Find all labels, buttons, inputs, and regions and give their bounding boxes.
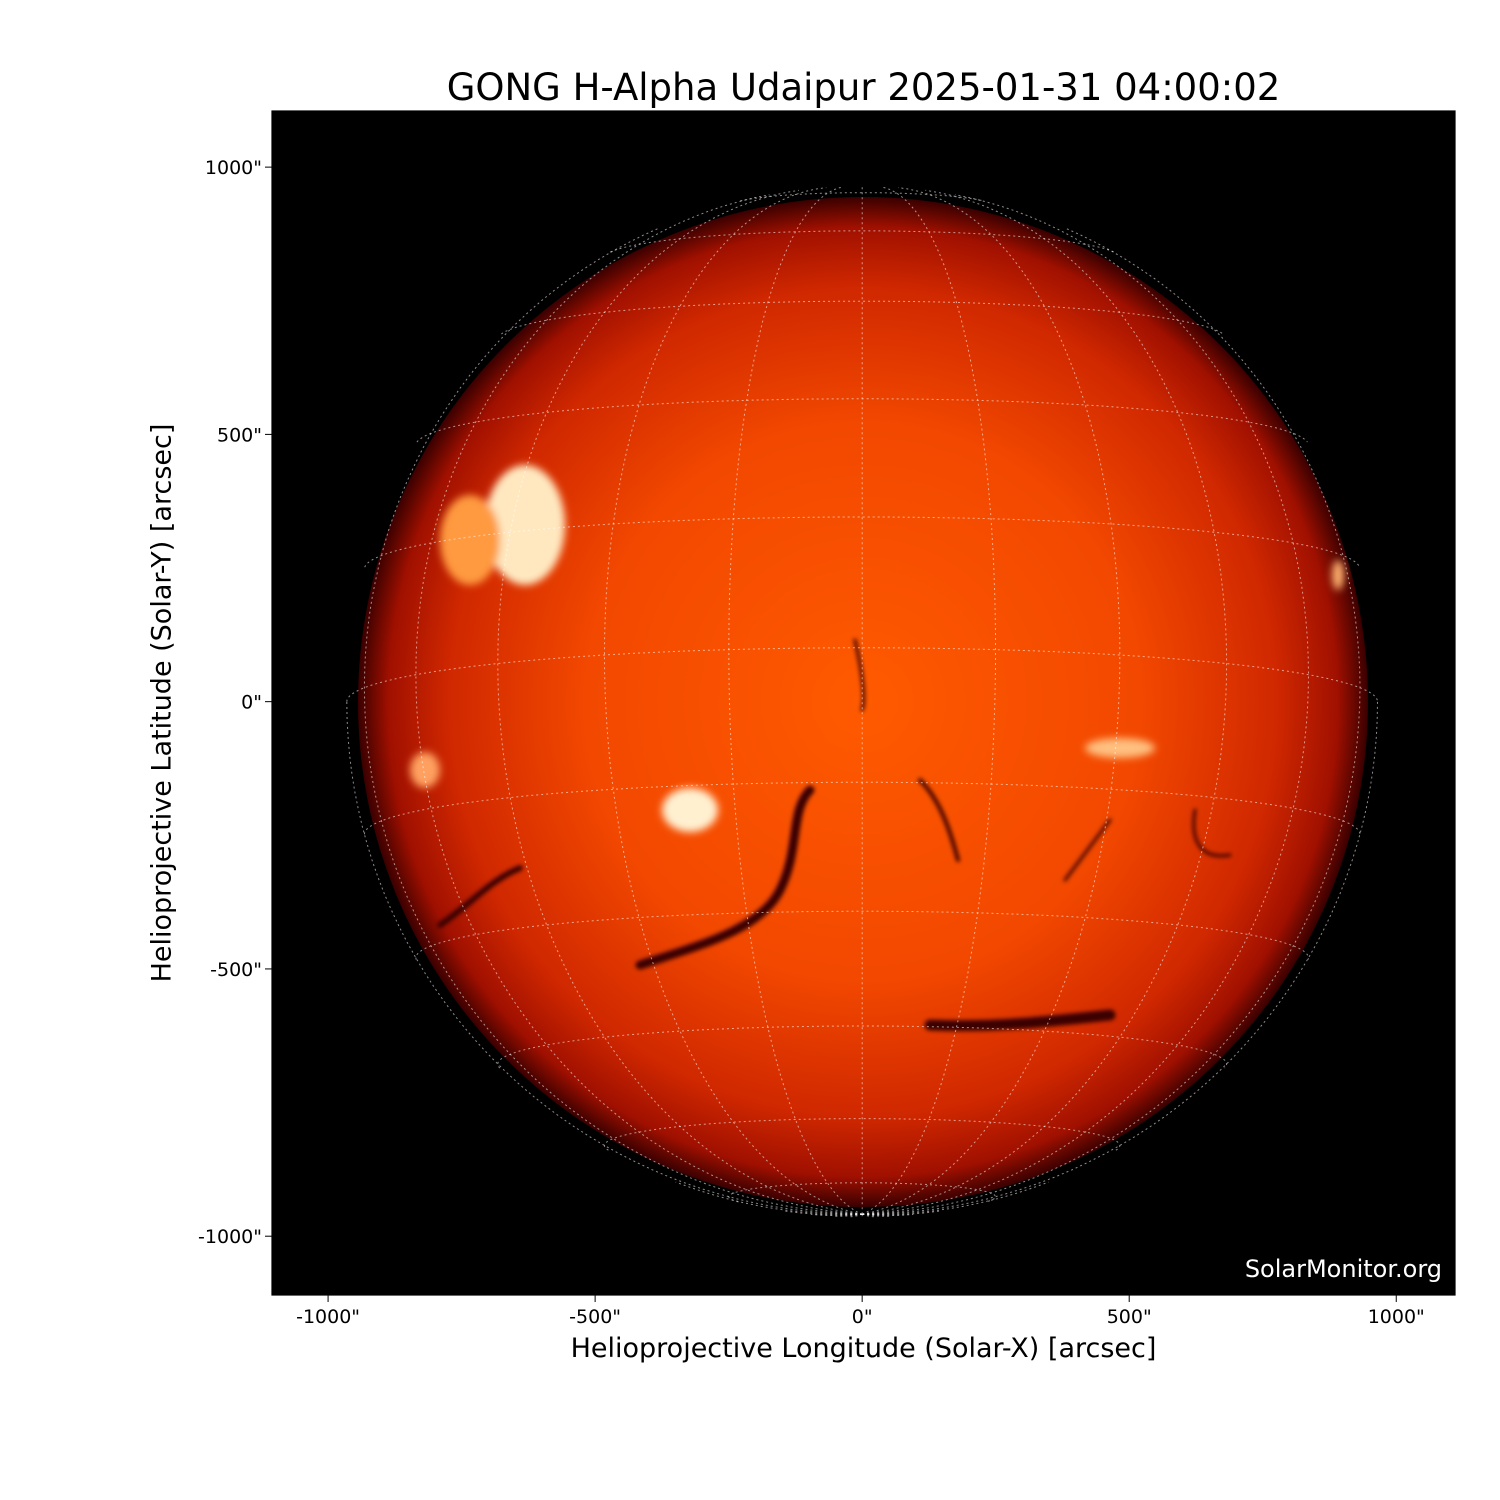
x-axis-label: Helioprojective Longitude (Solar-X) [arc… xyxy=(570,1333,1157,1364)
y-tick-label: 0" xyxy=(241,692,262,714)
longitude-line xyxy=(862,187,1121,1215)
filament xyxy=(1192,808,1232,858)
longitude-line xyxy=(848,1213,863,1218)
longitude-line xyxy=(862,1213,913,1217)
longitude-line xyxy=(603,187,863,1215)
y-tick-label: -500" xyxy=(210,959,262,981)
plage xyxy=(410,752,440,788)
x-tick-label: -500" xyxy=(569,1306,621,1328)
longitude-line xyxy=(862,189,1228,1215)
longitude-line xyxy=(415,194,863,1215)
plage xyxy=(440,495,500,585)
filament xyxy=(1063,818,1112,882)
longitude-line xyxy=(728,186,863,1215)
heliographic-grid xyxy=(346,186,1378,1218)
longitude-line xyxy=(675,1181,863,1215)
filament xyxy=(437,865,523,928)
filaments xyxy=(437,638,1232,1032)
x-tick-label: -1000" xyxy=(296,1306,360,1328)
plage xyxy=(1085,738,1155,758)
plage xyxy=(662,788,718,832)
x-tick-label: 500" xyxy=(1107,1306,1152,1328)
plot-title: GONG H-Alpha Udaipur 2025-01-31 04:00:02 xyxy=(446,66,1281,109)
x-tick-label: 1000" xyxy=(1368,1306,1425,1328)
longitude-line xyxy=(862,194,1310,1215)
longitude-line xyxy=(862,1181,1049,1215)
latitude-line xyxy=(346,647,1378,702)
watermark: SolarMonitor.org xyxy=(1244,1255,1442,1283)
filament xyxy=(918,778,960,862)
axes: -1000" -500" 0" 500" 1000" 1000" 500" 0" -500" -1… xyxy=(198,110,1456,1328)
latitude-line xyxy=(497,1025,1228,1069)
y-tick-label: -1000" xyxy=(198,1226,262,1248)
plage-regions xyxy=(410,465,1344,832)
plage xyxy=(1332,560,1344,590)
latitude-line xyxy=(603,1118,1121,1151)
longitude-line xyxy=(861,186,996,1215)
filament xyxy=(635,785,815,970)
latitude-line xyxy=(609,230,1115,253)
latitude-line xyxy=(501,300,1224,335)
filament xyxy=(924,1009,1116,1032)
plage xyxy=(485,465,565,585)
y-tick-label: 500" xyxy=(217,424,262,446)
y-tick-label: 1000" xyxy=(205,157,262,179)
axes-frame xyxy=(271,110,1456,1296)
latitude-line xyxy=(364,516,1361,568)
longitude-line xyxy=(862,1213,877,1218)
latitude-line xyxy=(415,910,1310,960)
x-tick-label: 0" xyxy=(852,1306,873,1328)
longitude-line xyxy=(811,1213,863,1217)
